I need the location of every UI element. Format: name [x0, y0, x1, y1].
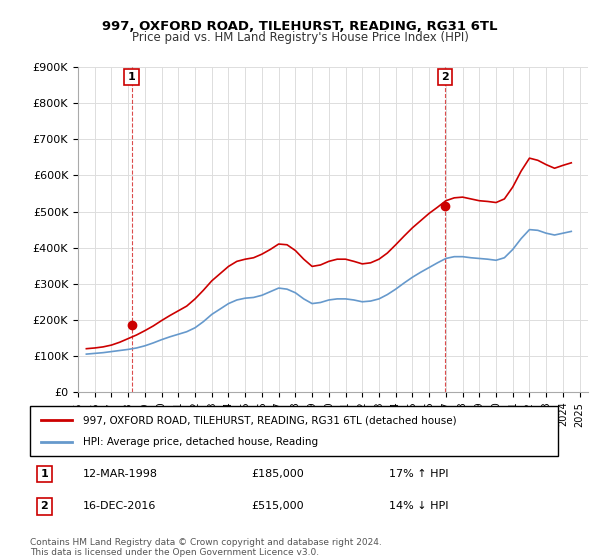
Text: Contains HM Land Registry data © Crown copyright and database right 2024.
This d: Contains HM Land Registry data © Crown c…: [30, 538, 382, 557]
Text: 997, OXFORD ROAD, TILEHURST, READING, RG31 6TL: 997, OXFORD ROAD, TILEHURST, READING, RG…: [102, 20, 498, 32]
Text: 16-DEC-2016: 16-DEC-2016: [83, 501, 156, 511]
Text: 12-MAR-1998: 12-MAR-1998: [83, 469, 158, 479]
Text: 14% ↓ HPI: 14% ↓ HPI: [389, 501, 449, 511]
Text: £515,000: £515,000: [252, 501, 304, 511]
Text: 2: 2: [41, 501, 49, 511]
Text: Price paid vs. HM Land Registry's House Price Index (HPI): Price paid vs. HM Land Registry's House …: [131, 31, 469, 44]
Text: 997, OXFORD ROAD, TILEHURST, READING, RG31 6TL (detached house): 997, OXFORD ROAD, TILEHURST, READING, RG…: [83, 415, 457, 425]
Text: 1: 1: [128, 72, 136, 82]
FancyBboxPatch shape: [30, 406, 558, 456]
Text: 17% ↑ HPI: 17% ↑ HPI: [389, 469, 449, 479]
Text: 2: 2: [442, 72, 449, 82]
Text: HPI: Average price, detached house, Reading: HPI: Average price, detached house, Read…: [83, 437, 318, 447]
Text: 1: 1: [41, 469, 49, 479]
Text: £185,000: £185,000: [252, 469, 305, 479]
